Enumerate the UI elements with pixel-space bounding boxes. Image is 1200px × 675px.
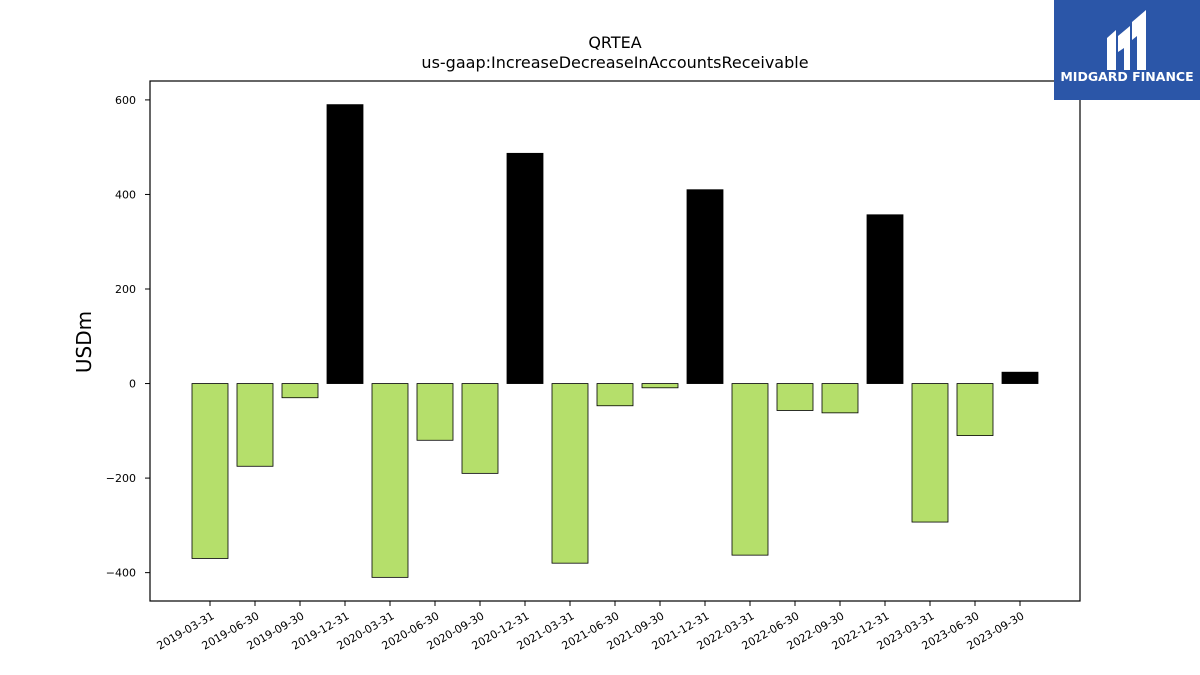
chart-title: QRTEA xyxy=(588,33,641,52)
y-tick-label: −400 xyxy=(106,567,136,580)
y-tick-label: 400 xyxy=(115,188,136,201)
y-tick-label: 600 xyxy=(115,94,136,107)
bar-2019-06-30 xyxy=(236,383,274,467)
bar-2023-03-31 xyxy=(911,383,949,523)
bar-2020-06-30 xyxy=(416,383,454,441)
y-axis-label: USDm xyxy=(72,311,96,373)
bar-2022-03-31 xyxy=(731,383,769,556)
y-tick-label: 0 xyxy=(129,378,136,391)
bars xyxy=(191,104,1039,578)
bar-2019-12-31 xyxy=(326,104,364,384)
y-tick-label: 200 xyxy=(115,283,136,296)
bar-2021-09-30 xyxy=(641,383,679,389)
brand-logo: MIDGARD FINANCE xyxy=(1054,0,1200,100)
midgard-monogram-icon xyxy=(1107,10,1146,70)
bar-2019-03-31 xyxy=(191,383,229,559)
bar-2021-12-31 xyxy=(686,189,724,384)
chart-subtitle: us-gaap:IncreaseDecreaseInAccountsReceiv… xyxy=(421,53,808,72)
bar-2019-09-30 xyxy=(281,383,319,399)
y-axis-ticks: 600 400 200 0 −200 −400 xyxy=(106,94,150,580)
bar-2021-03-31 xyxy=(551,383,589,564)
bar-2023-06-30 xyxy=(956,383,994,436)
bar-2021-06-30 xyxy=(596,383,634,407)
y-tick-label: −200 xyxy=(106,472,136,485)
x-axis-ticks: 2019-03-312019-06-302019-09-302019-12-31… xyxy=(155,601,1027,653)
plot-frame xyxy=(149,80,1081,602)
bar-2022-06-30 xyxy=(776,383,814,411)
bar-2022-12-31 xyxy=(866,214,904,384)
bar-2022-09-30 xyxy=(821,383,859,414)
logo-text: MIDGARD FINANCE xyxy=(1060,69,1193,84)
bar-2020-12-31 xyxy=(506,152,544,384)
bar-2023-09-30 xyxy=(1001,371,1039,384)
bar-2020-03-31 xyxy=(371,383,409,578)
bar-2020-09-30 xyxy=(461,383,499,474)
